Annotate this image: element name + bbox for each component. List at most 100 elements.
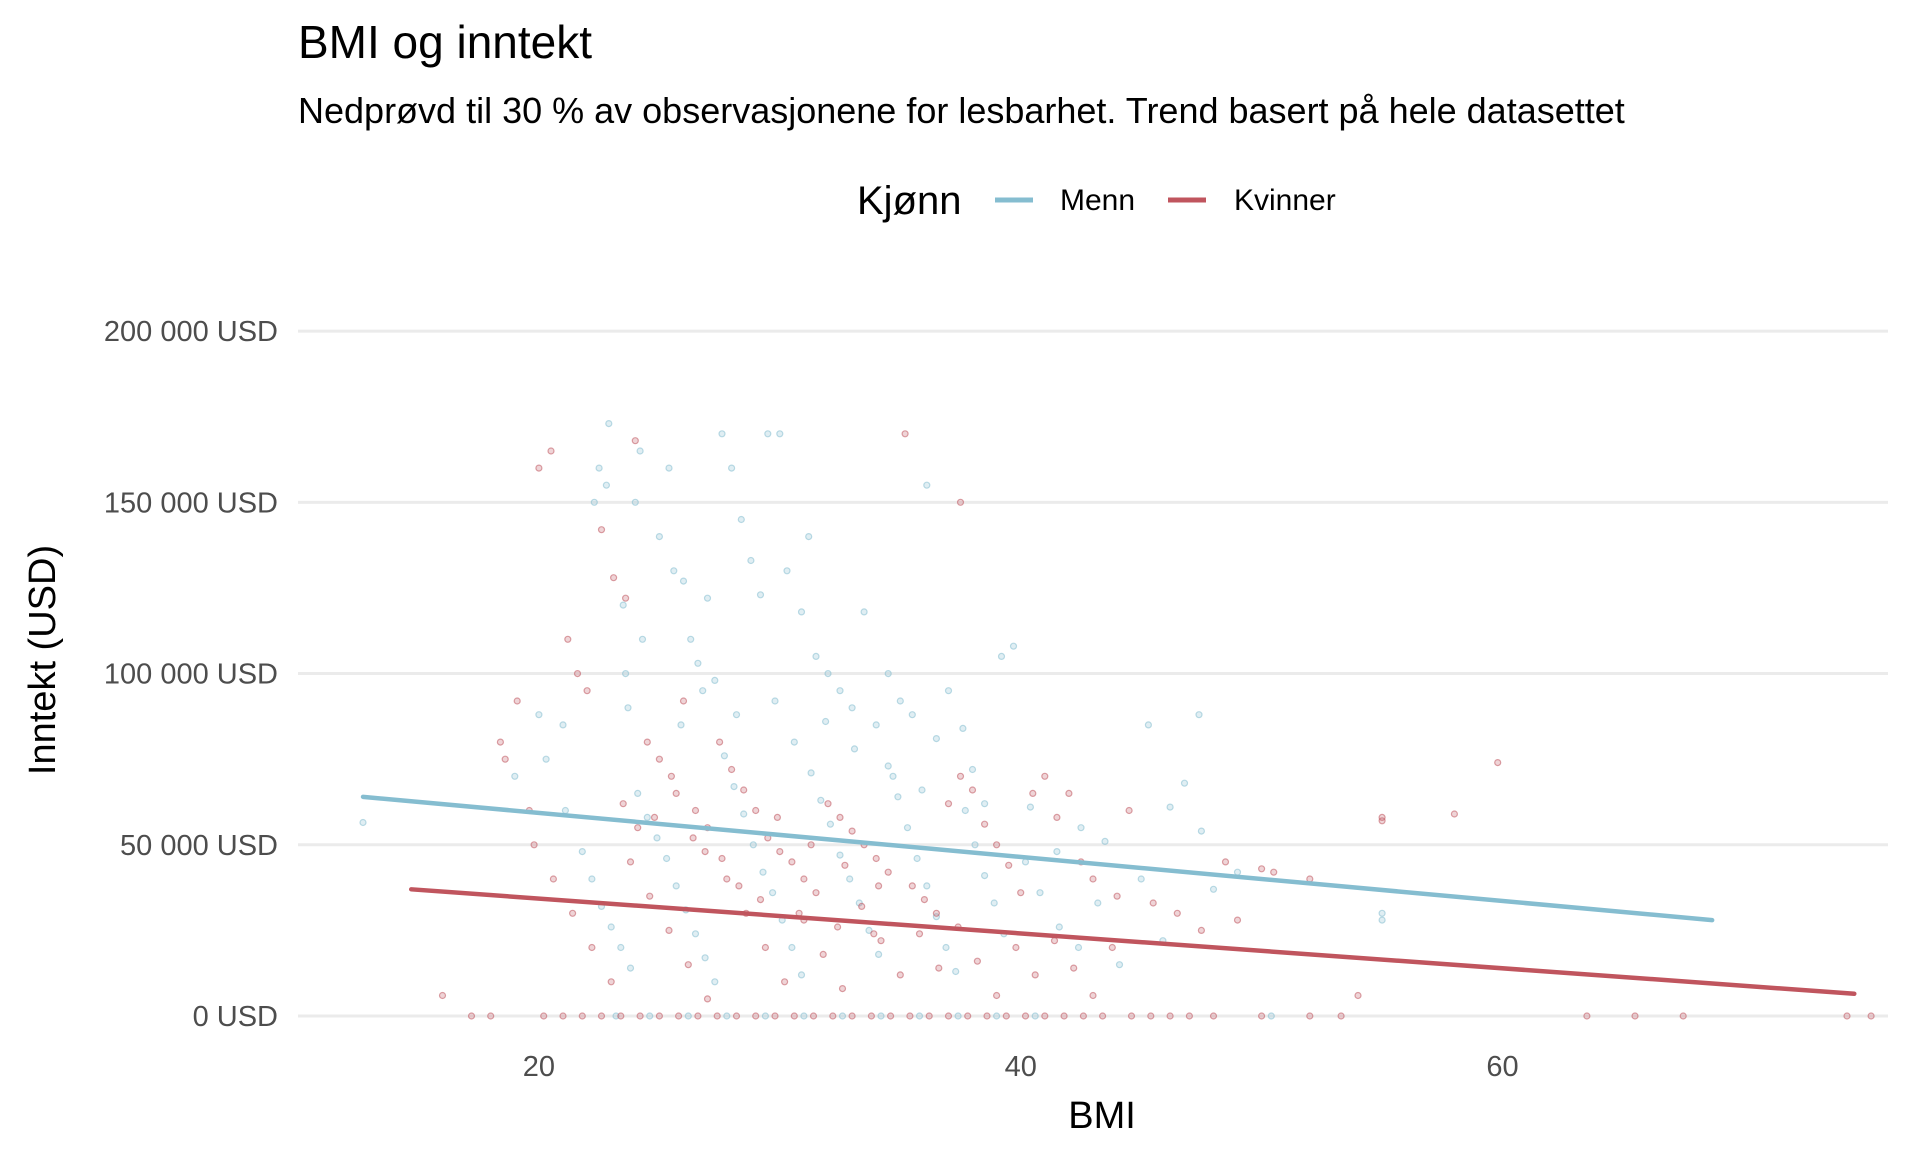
data-point-kvinner — [752, 1012, 760, 1020]
data-point-kvinner — [1233, 916, 1242, 924]
data-point-menn — [1144, 721, 1153, 729]
data-point-kvinner — [701, 847, 709, 856]
data-point-menn — [723, 1012, 731, 1020]
data-point-menn — [1137, 875, 1145, 883]
data-point-kvinner — [906, 1012, 914, 1020]
data-point-kvinner — [549, 875, 558, 883]
data-point-kvinner — [867, 1012, 876, 1020]
data-point-kvinner — [884, 868, 892, 876]
data-point-kvinner — [780, 978, 789, 986]
data-point-kvinner — [530, 841, 538, 849]
data-point-kvinner — [715, 738, 724, 746]
data-point-menn — [672, 882, 680, 890]
data-point-kvinner — [1221, 858, 1230, 866]
data-point-kvinner — [564, 635, 572, 643]
trend-lines — [360, 794, 1857, 997]
y-axis-label: Inntekt (USD) — [22, 545, 64, 775]
data-point-kvinner — [841, 861, 849, 869]
data-point-menn — [860, 608, 868, 616]
data-point-menn — [684, 1012, 692, 1020]
data-point-kvinner — [487, 1012, 495, 1020]
data-point-kvinner — [619, 800, 627, 808]
data-point-kvinner — [597, 526, 606, 534]
data-point-kvinner — [812, 889, 820, 897]
data-point-kvinner — [1017, 889, 1025, 897]
data-point-menn — [1074, 943, 1083, 952]
data-point-kvinner — [756, 895, 765, 904]
data-point-kvinner — [1060, 1012, 1068, 1020]
data-point-menn — [959, 724, 967, 733]
legend-title: Kjønn — [857, 179, 962, 223]
data-point-kvinner — [925, 1012, 933, 1020]
data-point-menn — [764, 430, 772, 438]
data-point-kvinner — [1113, 892, 1121, 900]
data-point-kvinner — [1089, 875, 1097, 883]
data-point-kvinner — [617, 1012, 625, 1020]
data-point-kvinner — [932, 909, 941, 917]
data-point-menn — [913, 854, 921, 863]
data-point-menn — [824, 669, 832, 678]
data-point-menn — [605, 420, 613, 428]
data-point-menn — [850, 745, 859, 753]
data-point-menn — [944, 687, 953, 695]
data-point-kvinner — [1065, 789, 1073, 798]
data-point-menn — [703, 594, 712, 602]
data-point-kvinner — [848, 1012, 856, 1020]
data-point-menn — [1101, 837, 1109, 846]
data-point-menn — [1378, 909, 1386, 917]
trend-line-menn — [360, 794, 1715, 923]
data-point-kvinner — [636, 1012, 644, 1020]
data-point-menn — [836, 687, 844, 695]
data-point-menn — [761, 1012, 770, 1020]
data-point-menn — [588, 875, 596, 883]
data-point-kvinner — [874, 882, 883, 890]
data-point-menn — [838, 1012, 847, 1020]
data-point-kvinner — [935, 964, 943, 972]
data-point-menn — [718, 430, 726, 438]
data-point-menn — [1180, 779, 1189, 787]
data-point-kvinner — [713, 1012, 721, 1020]
data-point-kvinner — [1108, 943, 1116, 952]
data-point-kvinner — [1378, 817, 1386, 825]
data-point-kvinner — [1041, 772, 1049, 780]
data-point-kvinner — [824, 800, 832, 808]
data-point-menn — [768, 889, 777, 897]
data-point-menn — [561, 806, 570, 815]
data-point-kvinner — [836, 813, 844, 822]
data-point-menn — [590, 498, 598, 506]
data-point-kvinner — [761, 943, 770, 952]
data-point-menn — [1077, 824, 1085, 832]
data-point-menn — [740, 810, 748, 818]
data-point-menn — [968, 765, 977, 774]
data-point-menn — [701, 954, 709, 962]
data-point-kvinner — [1306, 1012, 1314, 1020]
gridlines — [298, 329, 1888, 1018]
data-point-kvinner — [578, 1012, 586, 1020]
data-point-kvinner — [838, 984, 847, 993]
chart-subtitle: Nedprøvd til 30 % av observasjonene for … — [298, 90, 1625, 131]
data-point-kvinner — [679, 697, 688, 705]
data-point-menn — [643, 813, 651, 822]
data-point-kvinner — [684, 961, 692, 969]
data-point-menn — [812, 652, 820, 661]
data-point-kvinner — [872, 854, 880, 863]
y-tick-label: 100 000 USD — [104, 659, 278, 691]
data-point-menn — [877, 1012, 885, 1020]
data-point-menn — [903, 824, 912, 832]
data-point-kvinner — [634, 824, 642, 832]
data-point-menn — [961, 806, 969, 815]
data-point-menn — [699, 687, 707, 695]
data-point-kvinner — [1337, 1012, 1345, 1020]
data-point-menn — [756, 591, 765, 599]
data-point-kvinner — [540, 1012, 548, 1020]
data-point-kvinner — [732, 1012, 741, 1020]
data-point-kvinner — [559, 1012, 567, 1020]
data-point-kvinner — [1127, 1012, 1136, 1020]
data-point-menn — [1378, 916, 1386, 924]
data-point-menn — [915, 1012, 924, 1020]
y-tick-label: 150 000 USD — [104, 487, 278, 519]
data-point-menn — [1094, 899, 1102, 907]
data-point-menn — [865, 926, 873, 935]
data-point-kvinner — [643, 738, 651, 746]
